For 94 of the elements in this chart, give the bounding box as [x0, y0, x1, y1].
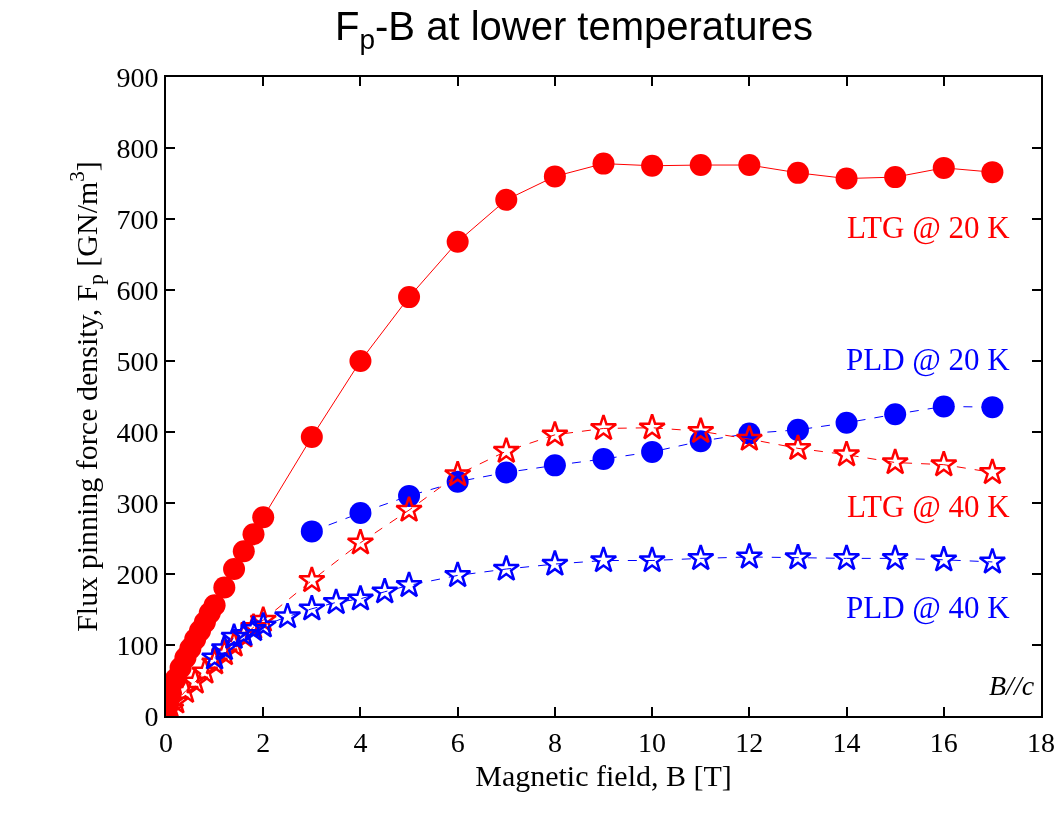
- point: [832, 440, 861, 467]
- x-tick-label: 10: [638, 726, 667, 758]
- point: [443, 560, 472, 588]
- point: [349, 350, 372, 372]
- point: [232, 540, 255, 563]
- y-tick-label: 0: [144, 700, 159, 732]
- point: [592, 152, 615, 175]
- point: [592, 447, 615, 470]
- y-tick-label: 200: [116, 558, 159, 590]
- point: [297, 565, 326, 593]
- y-tick-label: 900: [116, 61, 159, 93]
- y-tick-label: 800: [116, 132, 159, 164]
- point: [273, 602, 302, 629]
- x-axis-title: Magnetic field, B [T]: [475, 758, 732, 792]
- series-label: PLD @ 20 K: [846, 342, 1011, 377]
- point: [223, 558, 246, 581]
- point: [978, 547, 1007, 574]
- point: [735, 542, 764, 569]
- point: [495, 188, 518, 211]
- point: [929, 545, 958, 572]
- point: [395, 495, 423, 523]
- y-tick-label: 400: [116, 416, 159, 448]
- point: [492, 554, 521, 582]
- x-tick-label: 12: [735, 726, 764, 758]
- point: [686, 416, 715, 444]
- point: [784, 433, 812, 461]
- point: [395, 570, 423, 598]
- point: [346, 528, 375, 555]
- point: [249, 611, 278, 638]
- point: [884, 166, 907, 189]
- point: [881, 447, 910, 475]
- x-tick-label: 6: [450, 726, 465, 758]
- y-tick-label: 100: [116, 629, 159, 661]
- point: [641, 154, 664, 177]
- point: [543, 454, 566, 477]
- annotation: B//c: [989, 670, 1035, 701]
- chart-title: F$_{p}$-B at lower temperatures: [335, 4, 813, 55]
- point: [543, 165, 566, 188]
- point: [738, 154, 761, 177]
- point: [784, 543, 812, 570]
- x-tick-label: 8: [547, 726, 562, 758]
- point: [300, 520, 323, 543]
- point: [786, 418, 809, 441]
- y-tick-label: 600: [116, 274, 159, 306]
- y-tick-label: 500: [116, 345, 159, 377]
- point: [641, 440, 664, 463]
- point: [981, 396, 1004, 419]
- series-label: LTG @ 40 K: [847, 489, 1011, 524]
- point: [589, 413, 618, 441]
- y-tick-label: 300: [116, 487, 159, 519]
- point: [540, 420, 569, 447]
- point: [638, 545, 667, 573]
- x-tick-label: 2: [256, 726, 271, 758]
- point: [689, 154, 712, 177]
- point: [786, 161, 809, 184]
- point: [210, 634, 239, 661]
- point: [443, 460, 472, 487]
- y-tick-label: 700: [116, 203, 159, 235]
- point: [398, 286, 421, 309]
- x-tick-label: 4: [353, 726, 368, 758]
- point: [981, 161, 1004, 184]
- point: [735, 424, 764, 452]
- point: [540, 549, 569, 577]
- point: [638, 413, 667, 440]
- point: [300, 425, 323, 448]
- point: [978, 457, 1007, 485]
- point: [242, 523, 265, 546]
- series-label: PLD @ 40 K: [846, 590, 1011, 625]
- point: [881, 543, 910, 571]
- point: [884, 403, 907, 426]
- point: [349, 501, 372, 524]
- point: [346, 584, 375, 611]
- point: [322, 587, 351, 615]
- point: [835, 167, 858, 190]
- point: [203, 594, 226, 617]
- series-label: LTG @ 20 K: [847, 210, 1011, 245]
- point: [213, 576, 236, 599]
- point: [446, 230, 469, 253]
- point: [929, 450, 958, 477]
- point: [495, 461, 518, 484]
- x-tick-label: 18: [1027, 726, 1055, 758]
- point: [686, 543, 715, 571]
- point: [492, 436, 521, 464]
- point: [589, 545, 618, 573]
- point: [370, 577, 399, 604]
- point: [932, 156, 955, 179]
- point: [297, 594, 326, 621]
- x-tick-label: 16: [929, 726, 958, 758]
- point: [220, 622, 248, 650]
- point: [835, 411, 858, 434]
- point: [832, 543, 861, 571]
- point: [252, 506, 275, 529]
- x-tick-label: 14: [832, 726, 861, 758]
- point: [932, 395, 955, 418]
